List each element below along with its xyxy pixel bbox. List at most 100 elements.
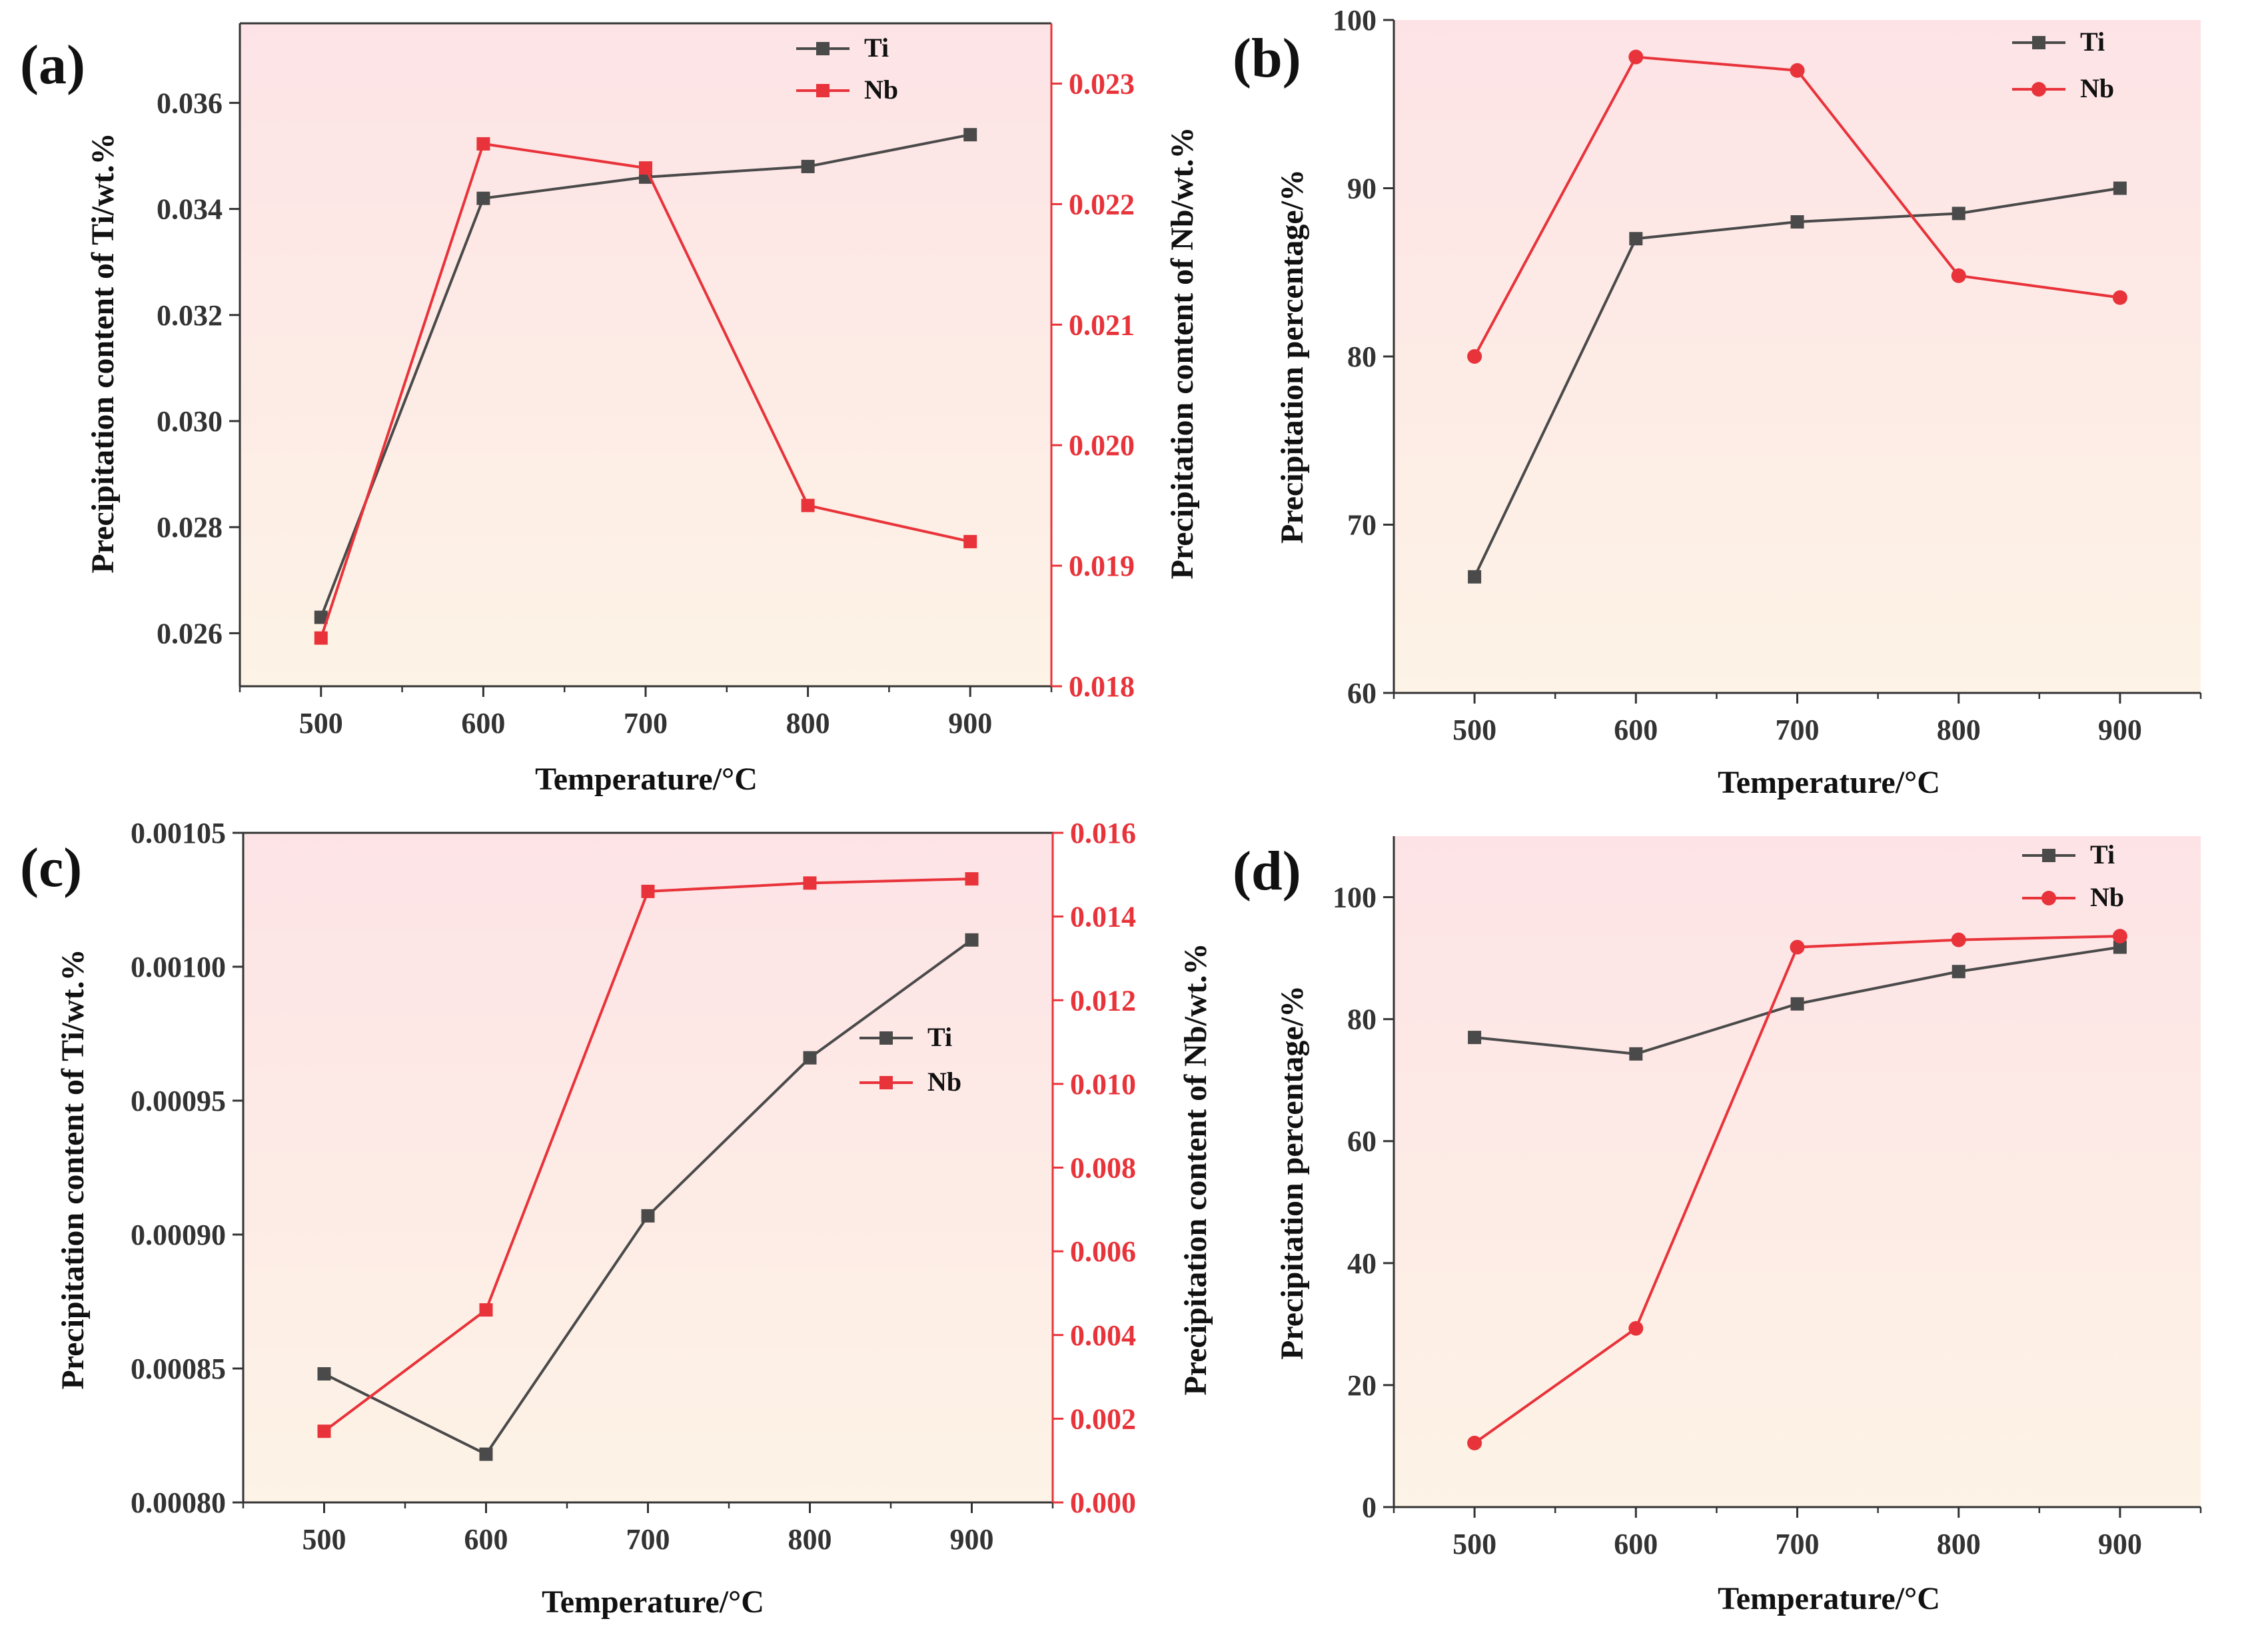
data-point bbox=[639, 161, 652, 175]
plot-background bbox=[1394, 20, 2201, 693]
x-tick-label: 800 bbox=[788, 1523, 832, 1556]
series-ti bbox=[314, 128, 977, 624]
series-nb bbox=[317, 872, 979, 1438]
series-nb bbox=[1467, 49, 2127, 364]
data-point bbox=[1629, 1047, 1643, 1061]
series-ti bbox=[1468, 940, 2127, 1061]
legend-entry-ti: Ti bbox=[2022, 839, 2115, 869]
data-point bbox=[801, 159, 815, 173]
x-tick-label: 600 bbox=[461, 707, 505, 740]
data-point bbox=[1951, 268, 1966, 283]
data-point bbox=[801, 498, 815, 512]
x-tick-label: 500 bbox=[299, 707, 343, 740]
x-tick-label: 500 bbox=[1452, 714, 1496, 746]
data-point bbox=[1952, 965, 1966, 979]
data-point bbox=[641, 1209, 655, 1223]
y-tick-label: 100 bbox=[1333, 4, 1377, 37]
data-point bbox=[1628, 49, 1644, 65]
legend-label: Ti bbox=[2090, 839, 2115, 869]
y-tick-label: 0.00085 bbox=[131, 1353, 226, 1385]
y-tick-label: 0.032 bbox=[157, 299, 223, 332]
x-tick-label: 900 bbox=[950, 1523, 994, 1556]
data-point bbox=[476, 137, 490, 151]
legend-label: Ti bbox=[927, 1022, 952, 1052]
y-tick-label: 100 bbox=[1333, 881, 1377, 914]
y-tick-label: 60 bbox=[1347, 677, 1377, 710]
x-tick-label: 900 bbox=[2098, 714, 2142, 746]
y-tick-label: 80 bbox=[1347, 340, 1377, 373]
y-tick-label: 0.026 bbox=[157, 617, 223, 650]
data-point bbox=[1629, 232, 1643, 246]
data-point bbox=[314, 631, 328, 645]
y2-tick-label: 0.016 bbox=[1070, 817, 1136, 849]
y2-tick-label: 0.014 bbox=[1070, 901, 1136, 933]
x-tick-label: 600 bbox=[464, 1523, 508, 1556]
chart-panel-c: 500 600 700 800 900 0.00080 0.00085 0.00090 0.00… bbox=[20, 817, 1213, 1620]
data-point bbox=[479, 1447, 493, 1461]
data-point bbox=[963, 128, 977, 142]
chart-panel-a: 500 600 700 800 900 0.026 0.028 0.030 0.032 0.034… bbox=[20, 22, 1200, 797]
x-tick-label: 500 bbox=[1452, 1528, 1496, 1560]
y-tick-label: 0.034 bbox=[157, 193, 223, 226]
data-point bbox=[803, 876, 817, 890]
data-point bbox=[1951, 932, 1966, 947]
x-tick-label: 700 bbox=[1776, 1528, 1820, 1560]
x-tick-label: 800 bbox=[1937, 1528, 1981, 1560]
data-point bbox=[1468, 570, 1482, 584]
data-point bbox=[1467, 1435, 1482, 1450]
x-tick-label: 700 bbox=[624, 707, 668, 740]
y2-tick-label: 0.000 bbox=[1070, 1486, 1136, 1519]
data-point bbox=[803, 1051, 817, 1065]
legend-entry-ti: Ti bbox=[796, 33, 889, 63]
series-ti bbox=[1468, 181, 2127, 584]
legend-marker bbox=[2041, 891, 2056, 905]
y-tick-label: 0 bbox=[1362, 1491, 1377, 1524]
data-point bbox=[2113, 181, 2127, 195]
legend-entry-nb: Nb bbox=[796, 75, 898, 105]
panel-label: (c) bbox=[20, 837, 82, 899]
y-tick-label: 0.036 bbox=[157, 87, 223, 119]
legend-entry-nb: Nb bbox=[859, 1067, 961, 1097]
data-point bbox=[1790, 939, 1805, 955]
x-axis-title: Temperature/°C bbox=[1718, 1581, 1940, 1616]
legend-label: Nb bbox=[864, 75, 898, 105]
y-axis-title: Precipitation content of Ti/wt.% bbox=[55, 949, 91, 1389]
y2-tick-label: 0.004 bbox=[1070, 1319, 1136, 1352]
x-axis-title: Temperature/°C bbox=[542, 1584, 764, 1620]
y2-tick-label: 0.012 bbox=[1070, 984, 1136, 1017]
y-tick-label: 0.00105 bbox=[131, 817, 226, 849]
data-point bbox=[2113, 940, 2127, 954]
legend-label: Ti bbox=[864, 33, 889, 63]
panel-label: (d) bbox=[1233, 840, 1301, 902]
y2-tick-label: 0.002 bbox=[1070, 1402, 1136, 1435]
data-point bbox=[317, 1424, 331, 1438]
legend-entry-nb: Nb bbox=[2012, 73, 2114, 103]
data-point bbox=[479, 1303, 493, 1317]
y2-axis-title: Precipitation content of Nb/wt.% bbox=[1178, 943, 1213, 1395]
data-point bbox=[641, 884, 655, 898]
x-tick-label: 600 bbox=[1614, 714, 1658, 746]
legend-label: Nb bbox=[2090, 882, 2124, 912]
x-tick-label: 600 bbox=[1614, 1528, 1658, 1560]
data-point bbox=[317, 1367, 331, 1381]
y-tick-label: 0.00090 bbox=[131, 1219, 226, 1251]
data-point bbox=[965, 872, 979, 886]
legend-marker bbox=[816, 42, 830, 55]
y-tick-label: 0.030 bbox=[157, 405, 223, 438]
x-axis-title: Temperature/°C bbox=[1718, 765, 1940, 800]
x-axis-title: Temperature/°C bbox=[535, 762, 758, 797]
y2-tick-label: 0.023 bbox=[1069, 67, 1135, 100]
y-tick-label: 60 bbox=[1347, 1125, 1377, 1158]
series-nb bbox=[1467, 929, 2127, 1450]
legend-marker bbox=[816, 84, 830, 97]
data-point bbox=[1628, 1321, 1644, 1336]
chart-panel-b: 500 600 700 800 900 60 70 80 90 100 Temperature/°C… bbox=[1233, 4, 2202, 800]
data-point bbox=[2112, 290, 2127, 305]
x-tick-label: 900 bbox=[948, 707, 992, 740]
data-point bbox=[314, 610, 328, 624]
legend-entry-ti: Ti bbox=[2012, 27, 2105, 57]
y2-axis-title: Precipitation content of Nb/wt.% bbox=[1165, 127, 1200, 579]
data-point bbox=[1790, 215, 1804, 229]
legend-entry-ti: Ti bbox=[859, 1022, 952, 1052]
